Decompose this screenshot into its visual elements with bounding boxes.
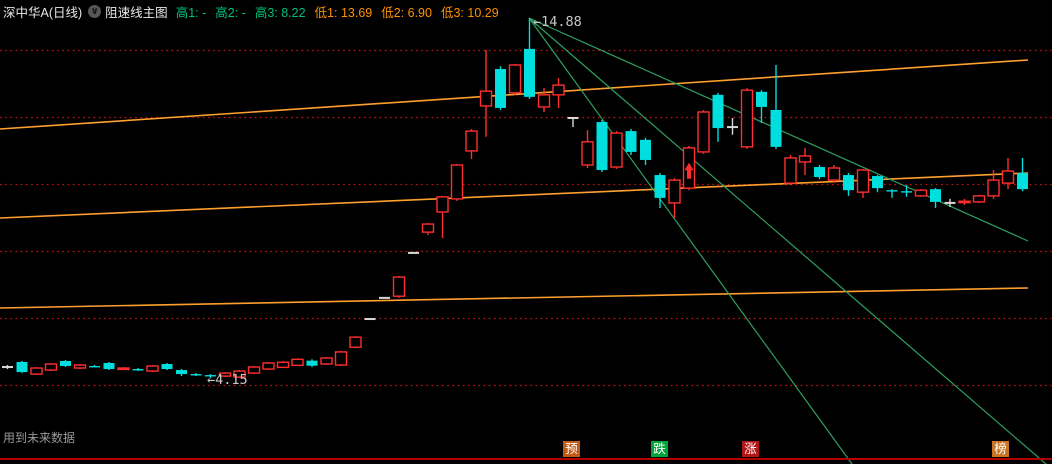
candle-body-up bbox=[465, 130, 478, 152]
candle-body-down bbox=[60, 360, 71, 367]
candle-body-up bbox=[30, 367, 43, 375]
candle-body-down bbox=[930, 189, 941, 202]
indicator-value-4: 低2: 6.90 bbox=[381, 5, 432, 20]
candle-body-up bbox=[479, 90, 493, 107]
candle-body-up bbox=[537, 94, 551, 108]
candle-body-up bbox=[436, 196, 449, 213]
candle-body-down bbox=[712, 94, 724, 129]
candle-body-down bbox=[654, 175, 666, 198]
candle-body-down bbox=[495, 69, 506, 108]
candle-body-down bbox=[872, 176, 883, 189]
candle-body-up bbox=[914, 189, 928, 197]
candle-body-down bbox=[814, 167, 825, 178]
indicator-value-3: 低1: 13.69 bbox=[314, 5, 373, 20]
hotkey-badge-预[interactable]: 预 bbox=[563, 441, 580, 457]
candle-body-up bbox=[291, 358, 304, 367]
candle-body-down bbox=[524, 48, 535, 97]
candle-body-down bbox=[1017, 173, 1028, 190]
candle-body-up bbox=[421, 223, 435, 233]
candle-body-down bbox=[640, 139, 651, 160]
speed-line-low bbox=[0, 59, 1029, 130]
stock-title: 深中华A(日线) bbox=[3, 5, 83, 20]
candle-body-down bbox=[886, 190, 898, 192]
candle-body-down bbox=[190, 374, 202, 376]
indicator-value-5: 低3: 10.29 bbox=[440, 5, 499, 20]
candle-body-up bbox=[740, 89, 754, 148]
candle-body-up bbox=[334, 351, 348, 366]
indicator-value-2: 高3: 8.22 bbox=[254, 5, 306, 20]
candle-body-down bbox=[756, 91, 767, 107]
candle-body-up bbox=[218, 372, 232, 377]
candle-body-down bbox=[161, 364, 173, 370]
indicator-dropdown-icon[interactable]: ∨ bbox=[88, 4, 102, 18]
candle-body-up bbox=[73, 364, 87, 369]
candle-body-up bbox=[262, 362, 275, 370]
candle-body-down bbox=[843, 175, 854, 191]
candle-body-up bbox=[668, 179, 681, 204]
candle-body-up bbox=[44, 363, 58, 371]
candle-body-up bbox=[610, 132, 623, 168]
candle-body-up bbox=[320, 357, 333, 365]
candle-body-up bbox=[958, 200, 971, 204]
candle-body-up bbox=[798, 155, 812, 163]
indicator-title[interactable]: 阻速线主图 bbox=[105, 5, 168, 20]
candle-body-up bbox=[987, 179, 1000, 197]
chart-header: 深中华A(日线) ∨ 阻速线主图 高1: - 高2: - 高3: 8.22 低1: 1… bbox=[3, 2, 508, 21]
candle-body-up bbox=[117, 367, 130, 371]
candle-body-down bbox=[205, 375, 216, 377]
future-data-warning: 用到未来数据 bbox=[3, 431, 76, 445]
candle-body-up bbox=[146, 365, 159, 372]
candle-body-up bbox=[233, 370, 246, 378]
indicator-value-1: 高2: - bbox=[215, 5, 246, 20]
candle-body-down bbox=[625, 131, 637, 152]
candle-body-down bbox=[176, 370, 187, 375]
candle-body-up bbox=[1001, 170, 1015, 184]
candle-body-up bbox=[697, 111, 710, 153]
candle-body-up bbox=[972, 195, 986, 203]
candle-body-down bbox=[596, 122, 608, 171]
speed-line-low bbox=[0, 172, 1029, 219]
candle-body-down bbox=[103, 362, 115, 370]
candle-body-down bbox=[89, 366, 100, 368]
hotkey-badge-跌[interactable]: 跌 bbox=[651, 441, 668, 457]
speed-line-low bbox=[0, 287, 1029, 309]
candle-body-down bbox=[306, 360, 318, 366]
indicator-values: 高1: - 高2: - 高3: 8.22 低1: 13.69 低2: 6.90 低3: 1… bbox=[176, 2, 508, 21]
candle-body-up bbox=[552, 84, 565, 96]
up-arrow-marker bbox=[684, 162, 694, 179]
hotkey-badge-榜[interactable]: 榜 bbox=[992, 441, 1009, 457]
speed-line-high bbox=[528, 17, 1047, 464]
candle-body-up bbox=[508, 64, 522, 94]
candle-body-down bbox=[132, 369, 144, 371]
candle-body-up bbox=[581, 141, 594, 166]
indicator-value-0: 高1: - bbox=[175, 5, 207, 20]
price-annotation-0: ←14.88 bbox=[533, 14, 582, 30]
candle-body-up bbox=[450, 164, 464, 200]
candle-body-down bbox=[770, 109, 782, 147]
candle-body-down bbox=[901, 191, 912, 193]
candle-body-up bbox=[247, 366, 261, 374]
candle-body-up bbox=[349, 336, 362, 348]
hotkey-badge-涨[interactable]: 涨 bbox=[742, 441, 759, 457]
candle-body-up bbox=[827, 167, 841, 181]
candle-body-up bbox=[856, 169, 870, 193]
footer-separator bbox=[0, 458, 1052, 460]
speed-line-high bbox=[528, 17, 853, 464]
candle-body-up bbox=[392, 276, 406, 297]
candle-body-down bbox=[16, 361, 28, 373]
candle-body-up bbox=[276, 361, 290, 369]
candle-body-up bbox=[784, 157, 797, 184]
price-annotation-1: ←4.15 bbox=[207, 372, 248, 388]
